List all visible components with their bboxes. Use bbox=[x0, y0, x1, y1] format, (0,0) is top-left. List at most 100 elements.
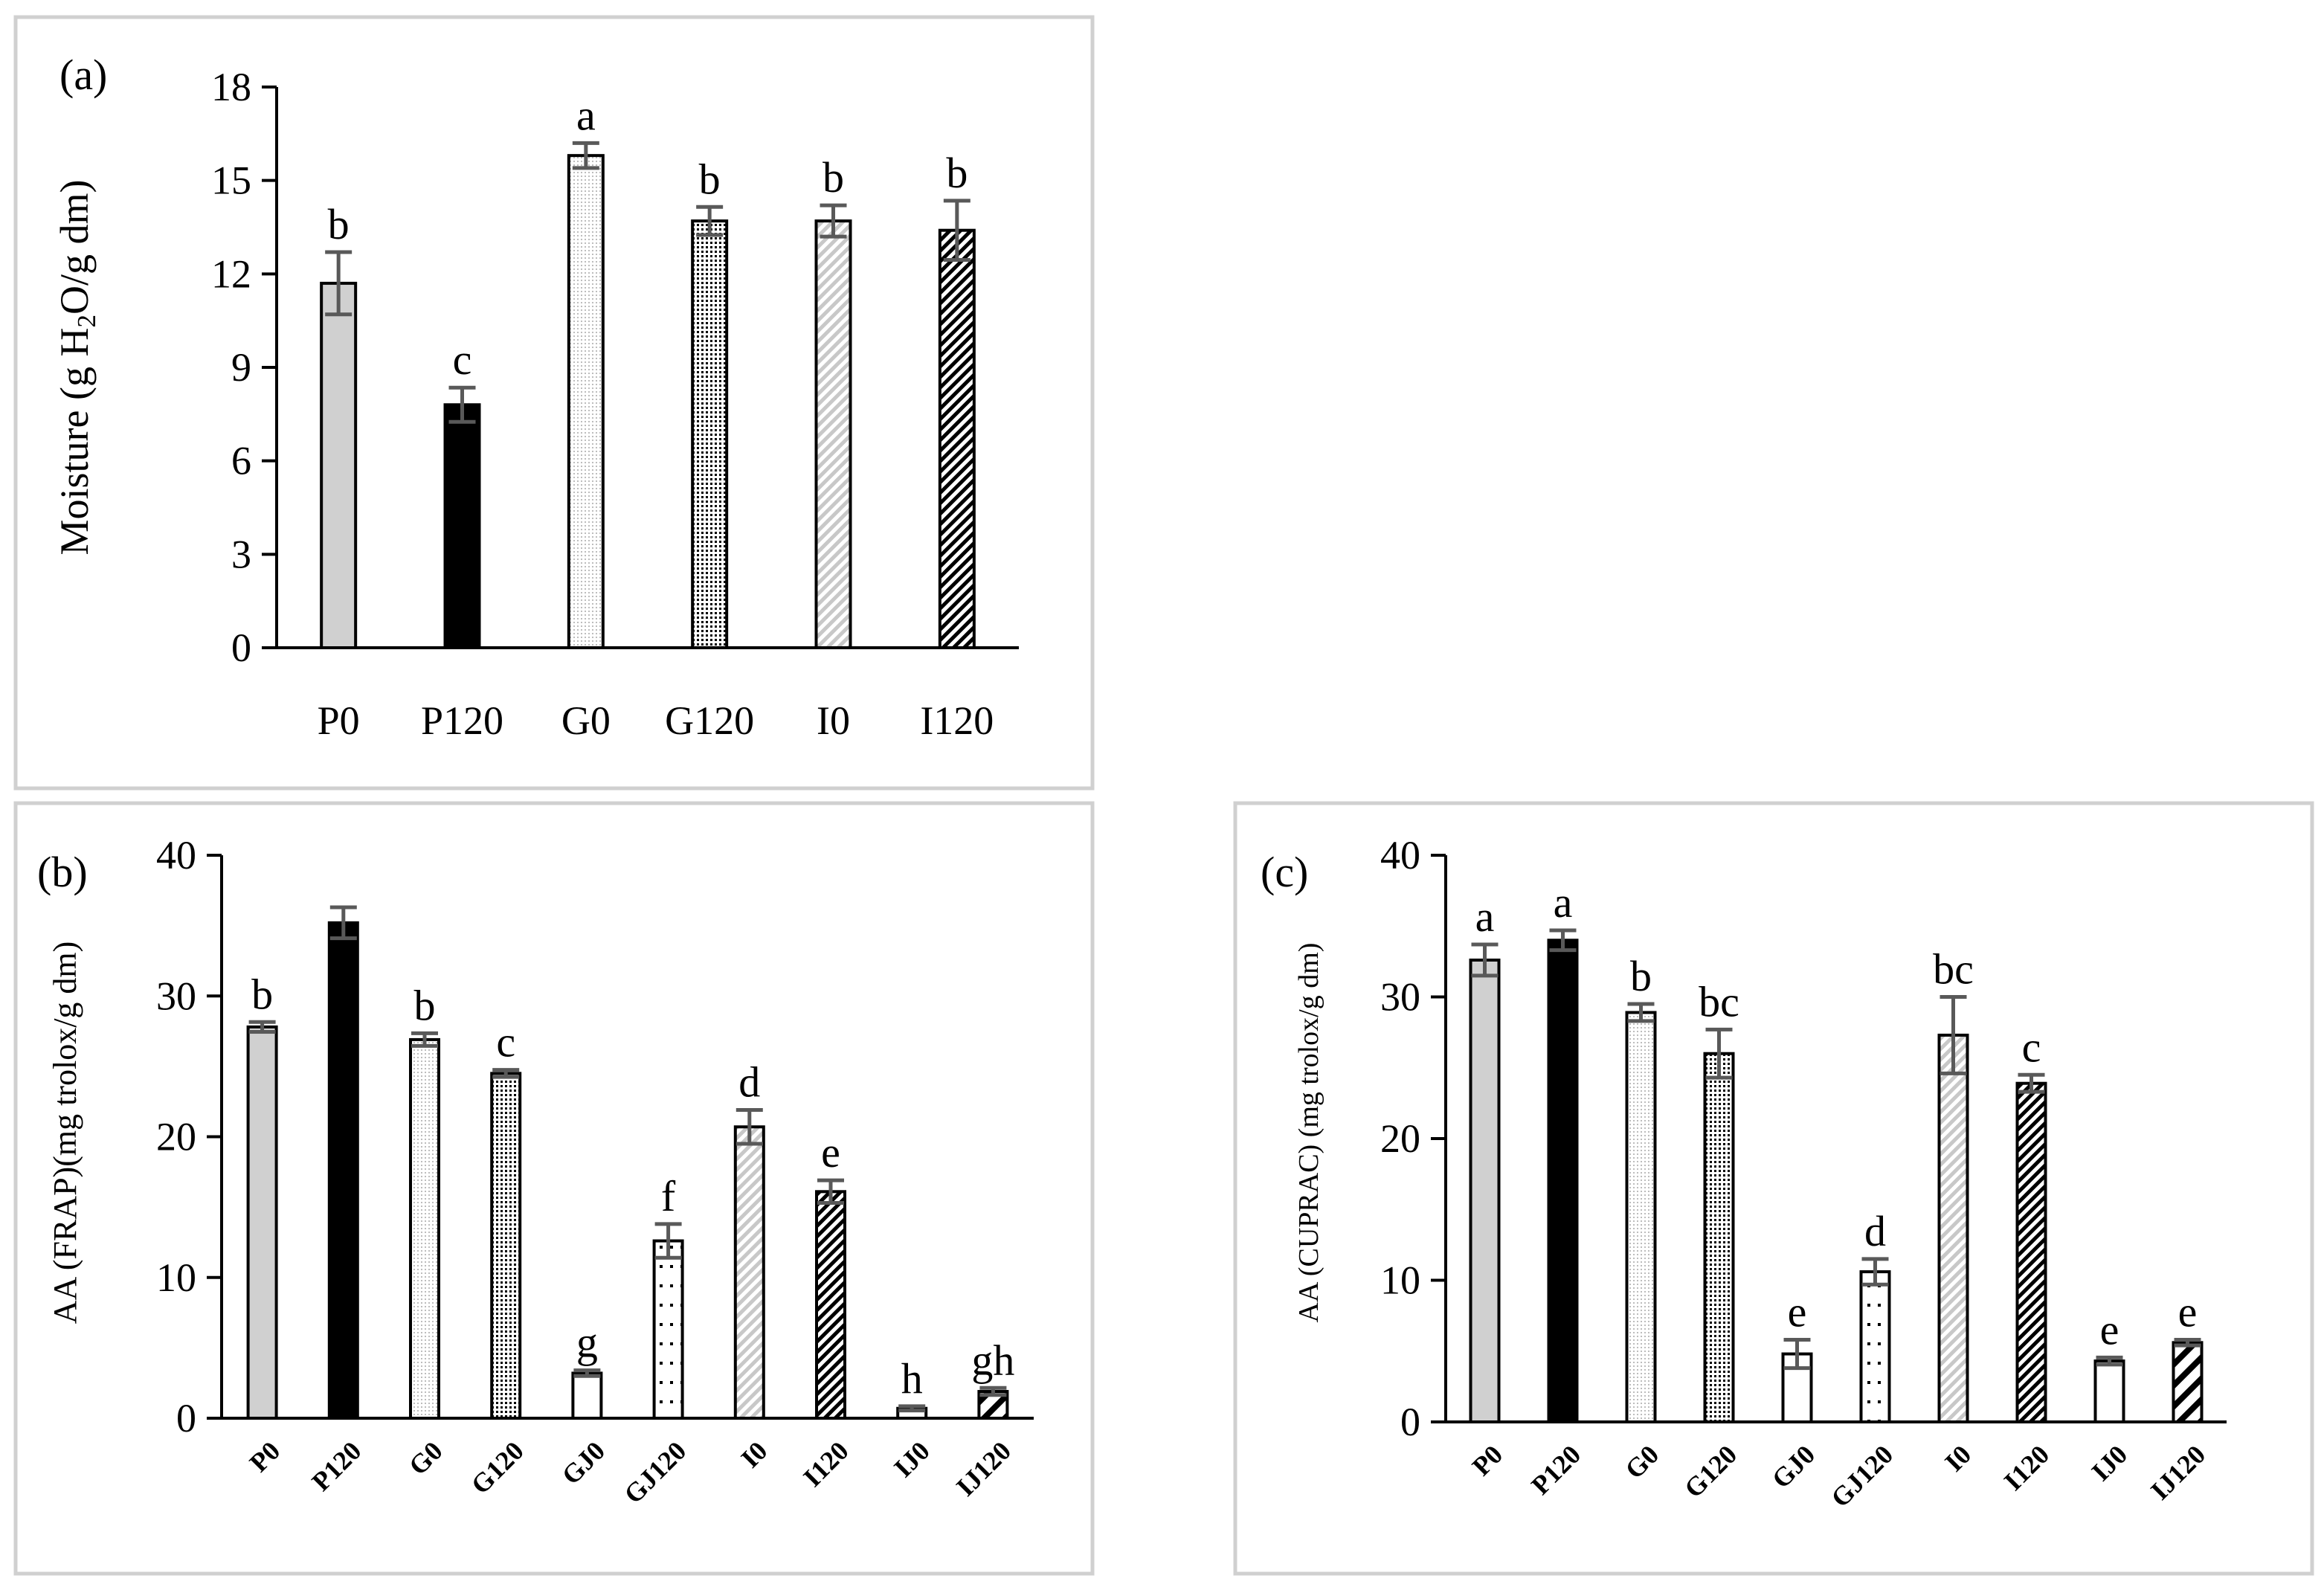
significance-letter-I0: d bbox=[738, 1058, 760, 1107]
y-tick-label: 10 bbox=[156, 1255, 196, 1300]
y-tick-label: 40 bbox=[156, 833, 196, 878]
y-axis-label: AA (FRAP)(mg trolox/g dm) bbox=[47, 942, 83, 1325]
x-tick-label-I0: I0 bbox=[735, 1435, 773, 1473]
bar-G0 bbox=[1625, 1011, 1657, 1423]
significance-letter-P0: b bbox=[251, 970, 273, 1018]
x-tick-label-GJ0: GJ0 bbox=[556, 1435, 611, 1490]
bar-G120 bbox=[490, 1072, 522, 1420]
bar-GJ0 bbox=[571, 1371, 603, 1420]
bar-P120 bbox=[443, 403, 481, 649]
x-tick-label-P120: P120 bbox=[421, 698, 503, 743]
y-tick-label: 12 bbox=[211, 251, 251, 296]
y-tick-label: 3 bbox=[231, 532, 251, 576]
bar-P0 bbox=[246, 1025, 278, 1420]
y-tick-label: 9 bbox=[231, 345, 251, 390]
x-tick-label-GJ120: GJ120 bbox=[618, 1435, 692, 1509]
bar-IJ120 bbox=[2172, 1341, 2204, 1423]
x-tick-label-I120: I120 bbox=[1998, 1439, 2055, 1496]
y-tick-label: 6 bbox=[231, 439, 251, 483]
x-tick-label-IJ120: IJ120 bbox=[2145, 1439, 2211, 1505]
panel-label: (a) bbox=[59, 51, 107, 99]
significance-letter-GJ0: e bbox=[1788, 1288, 1807, 1336]
bar-I120 bbox=[815, 1190, 846, 1420]
significance-letter-P0: a bbox=[1475, 892, 1495, 941]
x-tick-label-P120: P120 bbox=[306, 1435, 367, 1496]
bar-I0 bbox=[814, 219, 852, 650]
bar-P0 bbox=[320, 281, 358, 649]
chart-panel-b: (b) 0 10 20 30 40 AA (FRAP)(mg trolox/g dm) b P0… bbox=[37, 833, 1034, 1509]
significance-letter-IJ0: e bbox=[2100, 1305, 2119, 1354]
significance-letter-I0: bc bbox=[1933, 945, 1974, 994]
significance-letter-I120: e bbox=[821, 1128, 840, 1177]
significance-letter-GJ0: g bbox=[576, 1319, 598, 1367]
significance-letter-G0: b bbox=[1630, 952, 1652, 1000]
x-tick-label-P0: P0 bbox=[318, 698, 360, 743]
y-tick-label: 0 bbox=[1400, 1400, 1420, 1444]
y-axis-label: AA (CUPRAC) (mg trolox/g dm) bbox=[1293, 943, 1324, 1323]
x-tick-label-GJ120: GJ120 bbox=[1825, 1439, 1899, 1513]
y-tick-label: 30 bbox=[1380, 975, 1420, 1020]
bar-I0 bbox=[733, 1125, 765, 1420]
bar-G120 bbox=[1703, 1052, 1735, 1423]
panel-label: (c) bbox=[1261, 848, 1308, 896]
panel-b-frame bbox=[13, 801, 1095, 1576]
x-tick-label-IJ120: IJ120 bbox=[950, 1435, 1017, 1502]
chart-panel-c: (c) 0 10 20 30 40 AA (CUPRAC) (mg trolox/g dm)… bbox=[1261, 833, 2227, 1513]
y-tick-label: 20 bbox=[156, 1115, 196, 1159]
significance-letter-I120: b bbox=[946, 149, 968, 197]
significance-letter-P120: a bbox=[1554, 878, 1573, 927]
x-tick-label-I120: I120 bbox=[920, 698, 994, 743]
bar-I120 bbox=[2015, 1081, 2047, 1423]
significance-letter-G0: a bbox=[576, 91, 596, 139]
bar-I0 bbox=[1937, 1033, 1969, 1424]
y-tick-label: 15 bbox=[211, 158, 251, 203]
chart-panel-a: (a) 0 3 6 9 12 15 18 Moisture (g H2O/g dm) b P0 c P1… bbox=[52, 51, 1019, 743]
x-tick-label-G0: G0 bbox=[1619, 1439, 1664, 1484]
bar-GJ120 bbox=[1859, 1270, 1891, 1423]
y-tick-label: 18 bbox=[211, 65, 251, 109]
panel-label: (b) bbox=[37, 848, 88, 896]
x-tick-label-G120: G120 bbox=[466, 1435, 530, 1499]
significance-letter-G120: b bbox=[699, 155, 721, 203]
x-tick-label-IJ0: IJ0 bbox=[2086, 1439, 2134, 1487]
y-axis-label: Moisture (g H2O/g dm) bbox=[52, 180, 101, 556]
x-tick-label-IJ0: IJ0 bbox=[888, 1435, 936, 1483]
significance-letter-GJ120: d bbox=[1864, 1207, 1886, 1255]
x-tick-label-I0: I0 bbox=[817, 698, 850, 743]
bar-P120 bbox=[1547, 939, 1579, 1424]
x-tick-label-P120: P120 bbox=[1525, 1439, 1586, 1500]
x-tick-label-I0: I0 bbox=[1939, 1439, 1977, 1477]
bar-G120 bbox=[691, 219, 729, 650]
significance-letter-G120: c bbox=[496, 1018, 515, 1066]
bar-IJ0 bbox=[2093, 1359, 2125, 1423]
significance-letter-G120: bc bbox=[1699, 977, 1739, 1026]
bar-P0 bbox=[1469, 958, 1501, 1423]
significance-letter-P0: b bbox=[328, 200, 350, 248]
x-tick-label-P0: P0 bbox=[244, 1435, 286, 1478]
x-tick-label-G0: G0 bbox=[403, 1435, 448, 1481]
bar-G0 bbox=[567, 154, 605, 649]
bar-I120 bbox=[938, 228, 976, 649]
significance-letter-G0: b bbox=[414, 981, 436, 1029]
significance-letter-GJ120: f bbox=[661, 1172, 676, 1220]
y-tick-label: 0 bbox=[231, 625, 251, 670]
y-tick-label: 10 bbox=[1380, 1258, 1420, 1303]
significance-letter-IJ0: h bbox=[901, 1354, 923, 1403]
y-tick-label: 30 bbox=[156, 973, 196, 1018]
bar-G0 bbox=[409, 1037, 440, 1420]
bar-P120 bbox=[327, 921, 359, 1420]
x-tick-label-G120: G120 bbox=[1678, 1439, 1742, 1503]
significance-letter-P120: c bbox=[453, 335, 472, 384]
panel-c-frame bbox=[1233, 801, 2314, 1576]
significance-letter-IJ120: gh bbox=[971, 1336, 1014, 1384]
x-tick-label-G0: G0 bbox=[561, 698, 611, 743]
x-tick-label-I120: I120 bbox=[797, 1435, 854, 1492]
bar-GJ120 bbox=[652, 1239, 684, 1420]
panel-a-frame bbox=[13, 15, 1095, 791]
x-tick-label-GJ0: GJ0 bbox=[1766, 1439, 1821, 1494]
significance-letter-IJ120: e bbox=[2178, 1288, 2198, 1336]
significance-letter-I0: b bbox=[823, 153, 844, 202]
y-tick-label: 20 bbox=[1380, 1116, 1420, 1161]
y-tick-label: 0 bbox=[176, 1396, 196, 1441]
